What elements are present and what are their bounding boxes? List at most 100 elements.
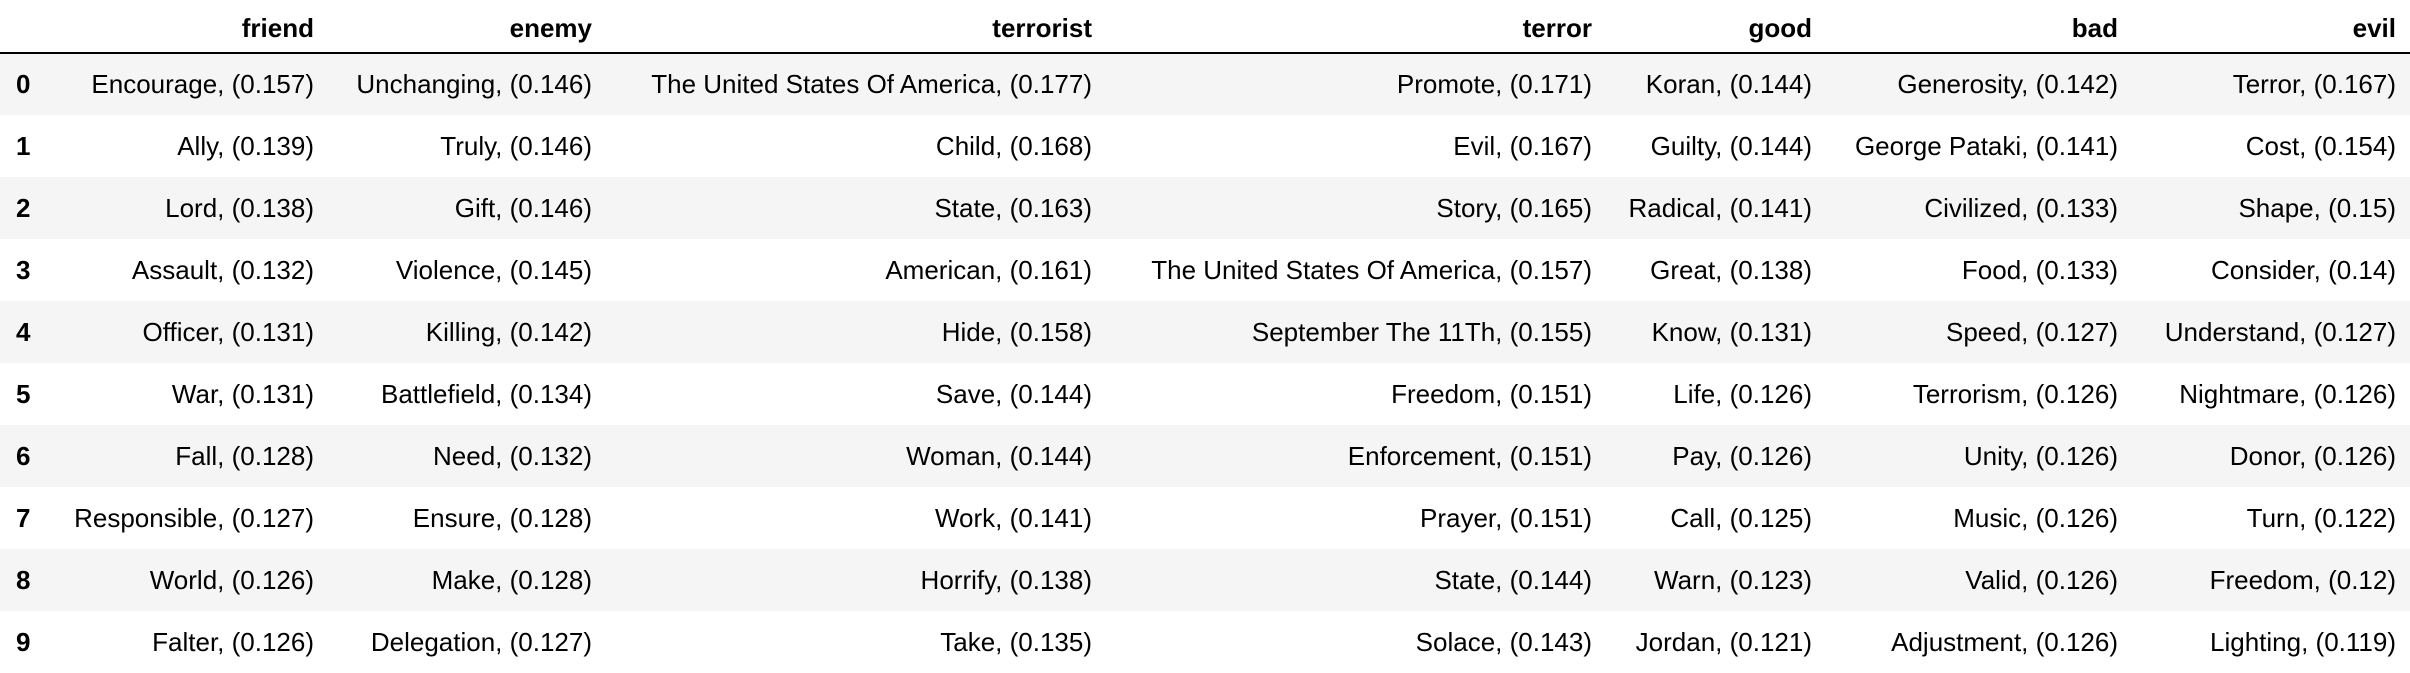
cell-friend: Encourage, (0.157)	[91, 69, 314, 99]
cell-friend: Ally, (0.139)	[177, 130, 314, 161]
cell-evil: Turn, (0.122)	[2246, 502, 2396, 533]
cell-friend: Assault, (0.132)	[131, 254, 314, 285]
cell-good: Life, (0.126)	[1673, 378, 1812, 409]
table-header: friend enemy terrorist terror good bad e…	[0, 0, 2410, 54]
cell-enemy: Battlefield, (0.134)	[380, 378, 592, 409]
table-row: 7 Responsible, (0.127) Ensure, (0.128) Work…	[0, 487, 2410, 549]
cell-good: Guilty, (0.144)	[1650, 130, 1812, 161]
cell-terrorist: Save, (0.144)	[935, 378, 1092, 409]
cell-terrorist: State, (0.163)	[934, 192, 1092, 223]
cell-terror: Evil, (0.167)	[1453, 130, 1592, 161]
cell-bad: Food, (0.133)	[1961, 254, 2118, 285]
cell-bad: Generosity, (0.142)	[1897, 69, 2118, 99]
cell-terrorist: Hide, (0.158)	[941, 316, 1092, 347]
cell-friend: Lord, (0.138)	[165, 192, 314, 223]
cell-enemy: Violence, (0.145)	[395, 254, 592, 285]
cell-terrorist: Work, (0.141)	[934, 502, 1092, 533]
column-header-terrorist: terrorist	[606, 0, 1106, 54]
cell-terror: Promote, (0.171)	[1396, 69, 1592, 99]
cell-bad: Music, (0.126)	[1953, 502, 2118, 533]
header-row: friend enemy terrorist terror good bad e…	[0, 0, 2410, 54]
column-header-good: good	[1606, 0, 1826, 54]
cell-evil: Donor, (0.126)	[2229, 440, 2396, 471]
cell-enemy: Unchanging, (0.146)	[356, 69, 592, 99]
cell-friend: War, (0.131)	[171, 378, 314, 409]
row-index: 7	[16, 502, 31, 533]
cell-terror: September The 11Th, (0.155)	[1251, 316, 1592, 347]
cell-enemy: Gift, (0.146)	[454, 192, 592, 223]
table-row: 1 Ally, (0.139) Truly, (0.146) Child, (0.16…	[0, 115, 2410, 177]
column-header-evil: evil	[2132, 0, 2410, 54]
cell-good: Call, (0.125)	[1670, 502, 1812, 533]
cell-enemy: Ensure, (0.128)	[412, 502, 592, 533]
cell-friend: Fall, (0.128)	[175, 440, 314, 471]
row-index: 5	[16, 378, 31, 409]
cell-terrorist: Horrify, (0.138)	[920, 564, 1092, 595]
cell-good: Great, (0.138)	[1650, 254, 1812, 285]
cell-terrorist: The United States Of America, (0.177)	[651, 69, 1092, 99]
cell-evil: Consider, (0.14)	[2211, 254, 2396, 285]
column-header-enemy: enemy	[328, 0, 606, 54]
cell-bad: Terrorism, (0.126)	[1912, 378, 2118, 409]
cell-enemy: Truly, (0.146)	[440, 130, 592, 161]
cell-evil: Understand, (0.127)	[2164, 316, 2396, 347]
cell-terror: State, (0.144)	[1434, 564, 1592, 595]
cell-evil: Cost, (0.154)	[2245, 130, 2396, 161]
table-row: 9 Falter, (0.126) Delegation, (0.127) Take,…	[0, 611, 2410, 673]
cell-good: Koran, (0.144)	[1645, 69, 1812, 99]
cell-friend: World, (0.126)	[149, 564, 314, 595]
cell-terror: Freedom, (0.151)	[1391, 378, 1592, 409]
row-index: 2	[16, 192, 31, 223]
cell-terrorist: American, (0.161)	[885, 254, 1092, 285]
cell-good: Pay, (0.126)	[1672, 440, 1812, 471]
cell-terror: Prayer, (0.151)	[1420, 502, 1592, 533]
cell-evil: Shape, (0.15)	[2238, 192, 2396, 223]
column-header-bad: bad	[1826, 0, 2132, 54]
cell-bad: Civilized, (0.133)	[1924, 192, 2118, 223]
table-row: 2 Lord, (0.138) Gift, (0.146) State, (0.163…	[0, 177, 2410, 239]
row-index: 3	[16, 254, 31, 285]
cell-enemy: Delegation, (0.127)	[370, 626, 592, 657]
cell-bad: Valid, (0.126)	[1965, 564, 2118, 595]
cell-enemy: Make, (0.128)	[431, 564, 592, 595]
cell-enemy: Killing, (0.142)	[425, 316, 592, 347]
cell-enemy: Need, (0.132)	[433, 440, 592, 471]
cell-good: Jordan, (0.121)	[1635, 626, 1812, 657]
cell-bad: Unity, (0.126)	[1963, 440, 2118, 471]
cell-terror: Enforcement, (0.151)	[1347, 440, 1592, 471]
table-body: 0 Encourage, (0.157) Unchanging, (0.146) Th…	[0, 53, 2410, 673]
cell-friend: Officer, (0.131)	[142, 316, 315, 347]
column-header-terror: terror	[1106, 0, 1606, 54]
cell-evil: Terror, (0.167)	[2232, 69, 2396, 99]
cell-good: Warn, (0.123)	[1654, 564, 1812, 595]
row-index: 8	[16, 564, 31, 595]
cell-friend: Falter, (0.126)	[152, 626, 314, 657]
cell-evil: Nightmare, (0.126)	[2179, 378, 2396, 409]
cell-good: Radical, (0.141)	[1628, 192, 1812, 223]
cell-friend: Responsible, (0.127)	[74, 502, 314, 533]
table-row: 3 Assault, (0.132) Violence, (0.145) Americ…	[0, 239, 2410, 301]
index-column-header	[0, 0, 44, 54]
table-row: 6 Fall, (0.128) Need, (0.132) Woman, (0.144…	[0, 425, 2410, 487]
cell-terror: Story, (0.165)	[1436, 192, 1592, 223]
row-index: 1	[16, 130, 31, 161]
row-index: 6	[16, 440, 31, 471]
table-row: 0 Encourage, (0.157) Unchanging, (0.146) Th…	[0, 53, 2410, 115]
row-index: 4	[16, 316, 31, 347]
cell-good: Know, (0.131)	[1651, 316, 1812, 347]
column-header-friend: friend	[44, 0, 328, 54]
cell-bad: George Pataki, (0.141)	[1854, 130, 2118, 161]
cell-terrorist: Child, (0.168)	[935, 130, 1092, 161]
cell-evil: Lighting, (0.119)	[2210, 626, 2396, 657]
row-index: 9	[16, 626, 31, 657]
cell-bad: Speed, (0.127)	[1945, 316, 2118, 347]
table-row: 5 War, (0.131) Battlefield, (0.134) Save, (…	[0, 363, 2410, 425]
table-row: 8 World, (0.126) Make, (0.128) Horrify, (0.…	[0, 549, 2410, 611]
cell-terror: Solace, (0.143)	[1415, 626, 1592, 657]
cell-evil: Freedom, (0.12)	[2209, 564, 2396, 595]
cell-terror: The United States Of America, (0.157)	[1151, 254, 1592, 285]
cell-bad: Adjustment, (0.126)	[1891, 626, 2118, 657]
cell-terrorist: Woman, (0.144)	[906, 440, 1092, 471]
